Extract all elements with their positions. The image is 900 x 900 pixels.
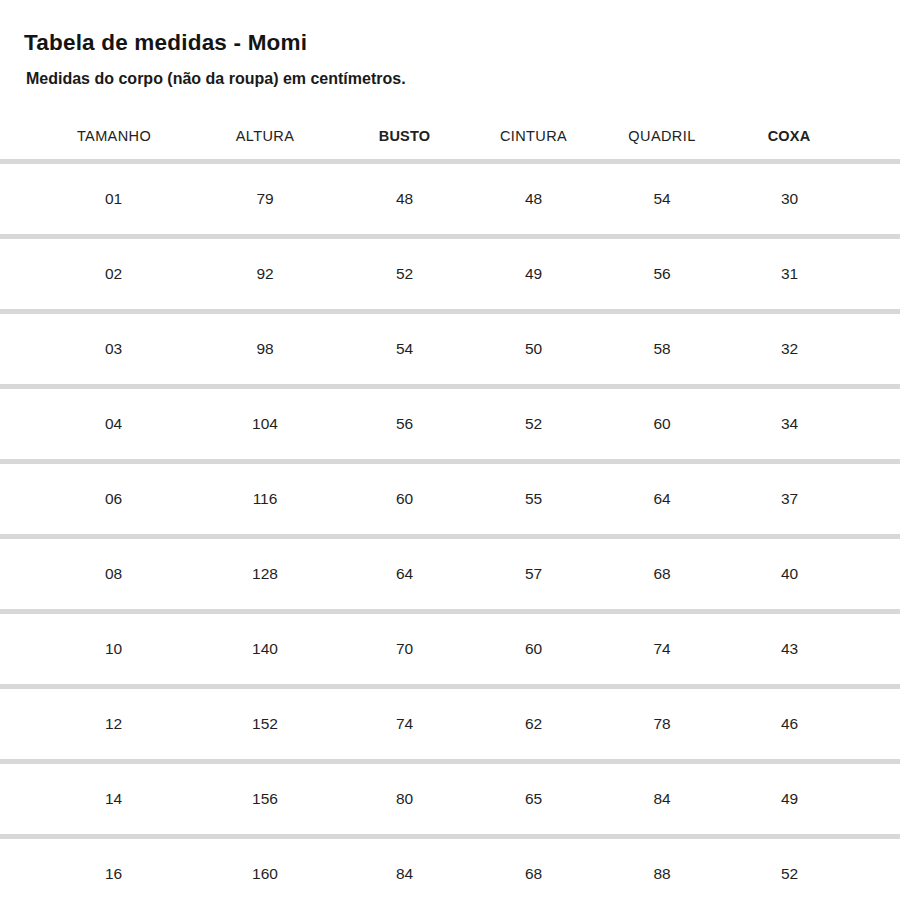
cell-quadril: 74 xyxy=(597,612,727,687)
cell-quadril: 58 xyxy=(597,312,727,387)
cell-busto: 74 xyxy=(339,687,470,762)
table-row: 14 156 80 65 84 49 xyxy=(0,762,900,837)
cell-tamanho: 12 xyxy=(0,687,191,762)
cell-quadril: 56 xyxy=(597,237,727,312)
table-header-row: TAMANHO ALTURA BUSTO CINTURA QUADRIL COX… xyxy=(0,88,900,162)
cell-cintura: 52 xyxy=(470,387,597,462)
column-header-quadril: QUADRIL xyxy=(597,88,727,162)
cell-busto: 56 xyxy=(339,387,470,462)
cell-cintura: 65 xyxy=(470,762,597,837)
table-row: 06 116 60 55 64 37 xyxy=(0,462,900,537)
page-title: Tabela de medidas - Momi xyxy=(24,30,900,56)
cell-tamanho: 08 xyxy=(0,537,191,612)
cell-altura: 98 xyxy=(191,312,339,387)
cell-busto: 60 xyxy=(339,462,470,537)
cell-busto: 80 xyxy=(339,762,470,837)
cell-coxa: 32 xyxy=(727,312,900,387)
table-row: 03 98 54 50 58 32 xyxy=(0,312,900,387)
cell-altura: 160 xyxy=(191,837,339,900)
cell-quadril: 60 xyxy=(597,387,727,462)
cell-busto: 84 xyxy=(339,837,470,900)
cell-busto: 54 xyxy=(339,312,470,387)
column-header-busto: BUSTO xyxy=(339,88,470,162)
cell-coxa: 37 xyxy=(727,462,900,537)
cell-altura: 128 xyxy=(191,537,339,612)
cell-coxa: 43 xyxy=(727,612,900,687)
cell-tamanho: 01 xyxy=(0,162,191,237)
cell-quadril: 64 xyxy=(597,462,727,537)
size-chart-page: Tabela de medidas - Momi Medidas do corp… xyxy=(0,30,900,900)
cell-cintura: 68 xyxy=(470,837,597,900)
table-row: 16 160 84 68 88 52 xyxy=(0,837,900,900)
cell-tamanho: 03 xyxy=(0,312,191,387)
cell-altura: 104 xyxy=(191,387,339,462)
size-table: TAMANHO ALTURA BUSTO CINTURA QUADRIL COX… xyxy=(0,88,900,900)
cell-cintura: 60 xyxy=(470,612,597,687)
cell-busto: 48 xyxy=(339,162,470,237)
cell-quadril: 68 xyxy=(597,537,727,612)
cell-coxa: 31 xyxy=(727,237,900,312)
cell-tamanho: 14 xyxy=(0,762,191,837)
cell-altura: 116 xyxy=(191,462,339,537)
cell-quadril: 78 xyxy=(597,687,727,762)
column-header-coxa: COXA xyxy=(727,88,900,162)
cell-tamanho: 02 xyxy=(0,237,191,312)
cell-tamanho: 04 xyxy=(0,387,191,462)
cell-coxa: 49 xyxy=(727,762,900,837)
table-row: 10 140 70 60 74 43 xyxy=(0,612,900,687)
cell-cintura: 49 xyxy=(470,237,597,312)
cell-busto: 64 xyxy=(339,537,470,612)
table-row: 12 152 74 62 78 46 xyxy=(0,687,900,762)
cell-altura: 79 xyxy=(191,162,339,237)
column-header-tamanho: TAMANHO xyxy=(0,88,191,162)
cell-altura: 140 xyxy=(191,612,339,687)
cell-quadril: 54 xyxy=(597,162,727,237)
cell-coxa: 34 xyxy=(727,387,900,462)
cell-cintura: 55 xyxy=(470,462,597,537)
table-row: 04 104 56 52 60 34 xyxy=(0,387,900,462)
table-row: 08 128 64 57 68 40 xyxy=(0,537,900,612)
cell-cintura: 62 xyxy=(470,687,597,762)
column-header-cintura: CINTURA xyxy=(470,88,597,162)
cell-altura: 156 xyxy=(191,762,339,837)
table-row: 01 79 48 48 54 30 xyxy=(0,162,900,237)
cell-cintura: 48 xyxy=(470,162,597,237)
cell-tamanho: 10 xyxy=(0,612,191,687)
cell-altura: 92 xyxy=(191,237,339,312)
cell-tamanho: 16 xyxy=(0,837,191,900)
cell-quadril: 84 xyxy=(597,762,727,837)
cell-busto: 70 xyxy=(339,612,470,687)
cell-altura: 152 xyxy=(191,687,339,762)
cell-cintura: 50 xyxy=(470,312,597,387)
cell-tamanho: 06 xyxy=(0,462,191,537)
cell-coxa: 46 xyxy=(727,687,900,762)
cell-coxa: 52 xyxy=(727,837,900,900)
page-subtitle: Medidas do corpo (não da roupa) em centí… xyxy=(26,69,900,88)
table-row: 02 92 52 49 56 31 xyxy=(0,237,900,312)
cell-busto: 52 xyxy=(339,237,470,312)
column-header-altura: ALTURA xyxy=(191,88,339,162)
cell-coxa: 40 xyxy=(727,537,900,612)
cell-cintura: 57 xyxy=(470,537,597,612)
cell-coxa: 30 xyxy=(727,162,900,237)
cell-quadril: 88 xyxy=(597,837,727,900)
